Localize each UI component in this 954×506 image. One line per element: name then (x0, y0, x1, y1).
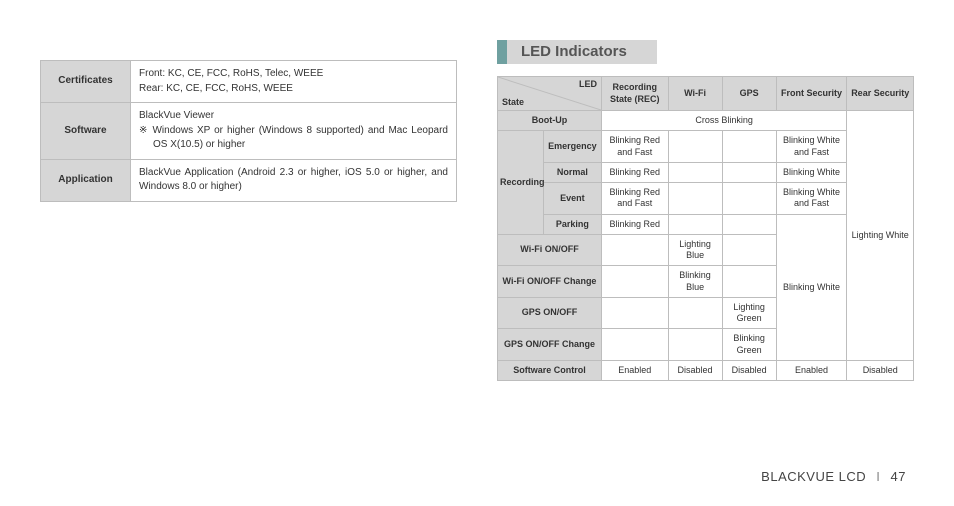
cell (601, 297, 668, 329)
cell (668, 183, 722, 215)
diag-label-led: LED (579, 79, 597, 90)
cell: Blinking Red and Fast (601, 131, 668, 163)
row-sub-label: Event (543, 183, 601, 215)
cell: Blinking Blue (668, 266, 722, 298)
cell: Blinking Red and Fast (601, 183, 668, 215)
table-row: Boot-Up Cross Blinking Lighting White (498, 111, 914, 131)
spec-value: BlackVue Viewer ※ Windows XP or higher (… (131, 103, 457, 160)
cell: Blinking White and Fast (776, 131, 847, 163)
table-row: Software Control Enabled Disabled Disabl… (498, 360, 914, 380)
cell (668, 329, 722, 361)
table-row: Application BlackVue Application (Androi… (41, 159, 457, 201)
row-label: Wi-Fi ON/OFF Change (498, 266, 602, 298)
cell (601, 329, 668, 361)
table-row: Certificates Front: KC, CE, FCC, RoHS, T… (41, 61, 457, 103)
cell: Blinking Red (601, 214, 668, 234)
cell (668, 131, 722, 163)
cell (668, 162, 722, 182)
cell (722, 162, 776, 182)
cell (601, 234, 668, 266)
left-column: Certificates Front: KC, CE, FCC, RoHS, T… (40, 40, 457, 486)
spec-line: Front: KC, CE, FCC, RoHS, Telec, WEEE (139, 68, 323, 79)
col-header: Recording State (REC) (601, 77, 668, 111)
col-header: Wi-Fi (668, 77, 722, 111)
spec-table: Certificates Front: KC, CE, FCC, RoHS, T… (40, 60, 457, 202)
cell (668, 214, 722, 234)
col-header: Rear Security (847, 77, 914, 111)
footer-separator: I (876, 469, 880, 484)
spec-line: BlackVue Application (Android 2.3 or hig… (139, 167, 448, 193)
row-group-label: Recording (498, 131, 544, 235)
cell: Cross Blinking (601, 111, 846, 131)
section-heading: LED Indicators (497, 40, 914, 64)
cell: Blinking Green (722, 329, 776, 361)
col-header: GPS (722, 77, 776, 111)
cell (601, 266, 668, 298)
cell: Blinking White and Fast (776, 183, 847, 215)
section-title: LED Indicators (507, 40, 657, 64)
row-label: Wi-Fi ON/OFF (498, 234, 602, 266)
footer-brand: BLACKVUE LCD (761, 469, 866, 484)
spec-label: Software (41, 103, 131, 160)
row-sub-label: Parking (543, 214, 601, 234)
table-row: Software BlackVue Viewer ※ Windows XP or… (41, 103, 457, 160)
cell-front-security-lower: Blinking White (776, 214, 847, 360)
spec-line: BlackVue Viewer (139, 110, 214, 121)
cell: Enabled (601, 360, 668, 380)
cell: Disabled (668, 360, 722, 380)
cell: Blinking Red (601, 162, 668, 182)
cell: Lighting Blue (668, 234, 722, 266)
row-label: Boot-Up (498, 111, 602, 131)
cell (722, 131, 776, 163)
spec-line: Rear: KC, CE, FCC, RoHS, WEEE (139, 83, 293, 94)
diag-label-state: State (502, 97, 524, 108)
section-accent-bar (497, 40, 507, 64)
page: Certificates Front: KC, CE, FCC, RoHS, T… (0, 0, 954, 506)
row-label: GPS ON/OFF Change (498, 329, 602, 361)
footer-page-number: 47 (891, 469, 906, 484)
led-table: LED State Recording State (REC) Wi-Fi GP… (497, 76, 914, 381)
cell: Enabled (776, 360, 847, 380)
row-label: Software Control (498, 360, 602, 380)
row-sub-label: Normal (543, 162, 601, 182)
right-column: LED Indicators LED State Recording State… (497, 40, 914, 486)
page-footer: BLACKVUE LCD I 47 (761, 469, 906, 484)
cell-rear-security: Lighting White (847, 111, 914, 361)
col-header: Front Security (776, 77, 847, 111)
spec-line: ※ Windows XP or higher (Windows 8 suppor… (139, 124, 448, 153)
row-sub-label: Emergency (543, 131, 601, 163)
spec-value: Front: KC, CE, FCC, RoHS, Telec, WEEE Re… (131, 61, 457, 103)
cell: Disabled (847, 360, 914, 380)
row-label: GPS ON/OFF (498, 297, 602, 329)
table-row: LED State Recording State (REC) Wi-Fi GP… (498, 77, 914, 111)
cell: Lighting Green (722, 297, 776, 329)
cell (722, 266, 776, 298)
cell (722, 183, 776, 215)
cell: Disabled (722, 360, 776, 380)
spec-value: BlackVue Application (Android 2.3 or hig… (131, 159, 457, 201)
spec-label: Application (41, 159, 131, 201)
diagonal-header: LED State (498, 77, 602, 111)
spec-label: Certificates (41, 61, 131, 103)
cell: Blinking White (776, 162, 847, 182)
cell (668, 297, 722, 329)
cell (722, 214, 776, 234)
cell (722, 234, 776, 266)
